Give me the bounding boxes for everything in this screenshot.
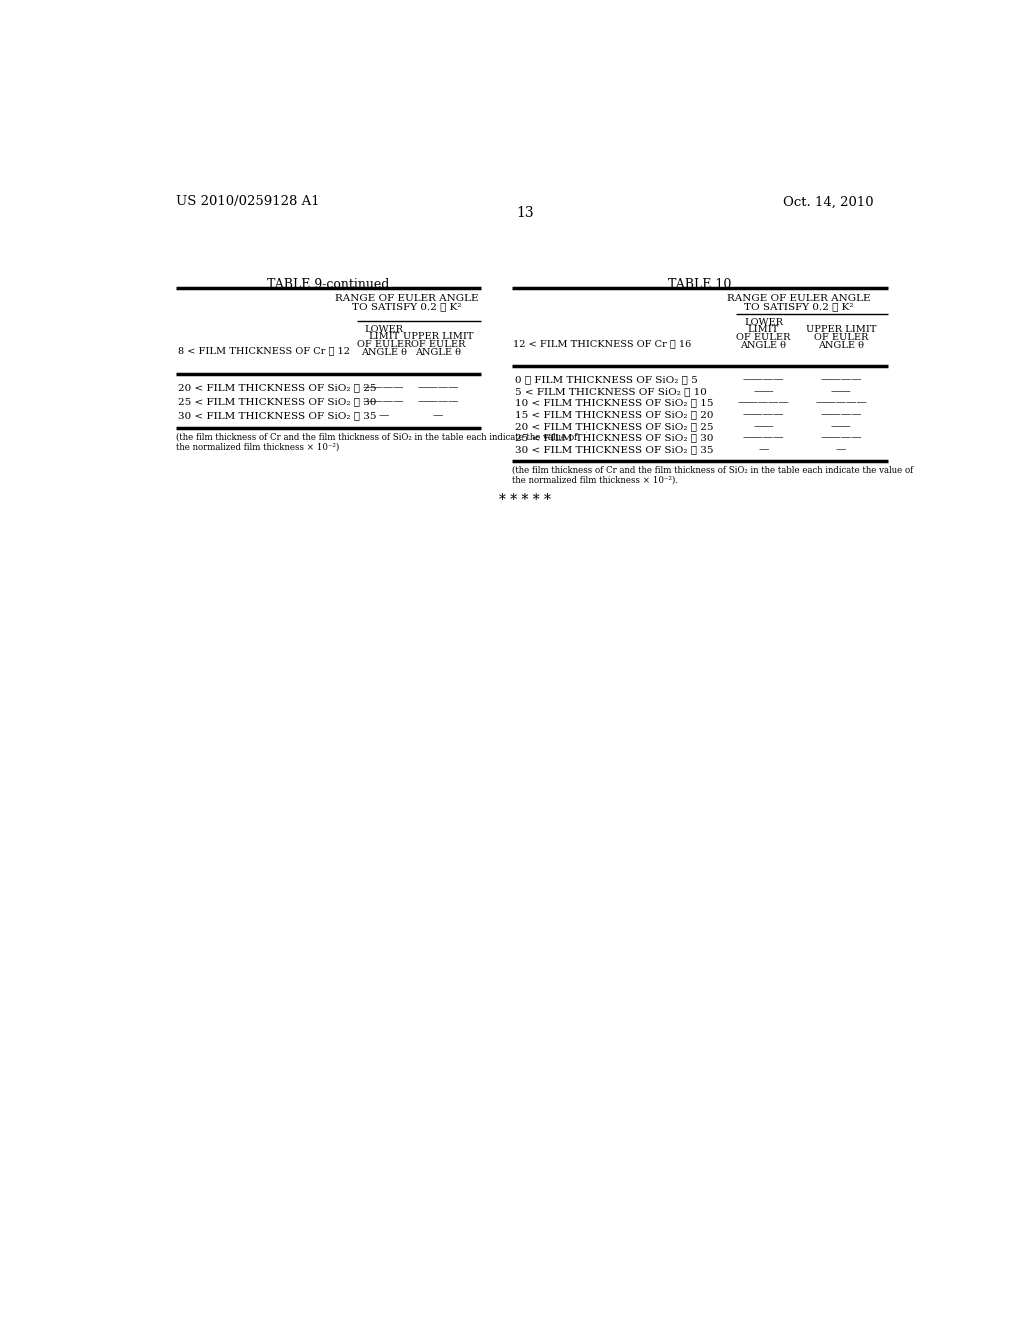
Text: ——: —— (830, 387, 851, 396)
Text: ANGLE θ: ANGLE θ (818, 341, 864, 350)
Text: 30 < FILM THICKNESS OF SiO₂ ≦ 35: 30 < FILM THICKNESS OF SiO₂ ≦ 35 (515, 445, 714, 454)
Text: ANGLE θ: ANGLE θ (360, 348, 407, 356)
Text: LOWER: LOWER (365, 325, 403, 334)
Text: OF EULER: OF EULER (736, 333, 791, 342)
Text: 8 < FILM THICKNESS OF Cr ≦ 12: 8 < FILM THICKNESS OF Cr ≦ 12 (177, 346, 349, 355)
Text: 30 < FILM THICKNESS OF SiO₂ ≦ 35: 30 < FILM THICKNESS OF SiO₂ ≦ 35 (177, 411, 376, 420)
Text: ————: ———— (742, 376, 784, 384)
Text: ————: ———— (362, 383, 404, 392)
Text: —: — (433, 411, 443, 420)
Text: 20 < FILM THICKNESS OF SiO₂ ≦ 25: 20 < FILM THICKNESS OF SiO₂ ≦ 25 (515, 422, 714, 430)
Text: ——: —— (753, 422, 774, 430)
Text: 25 < FILM THICKNESS OF SiO₂ ≦ 30: 25 < FILM THICKNESS OF SiO₂ ≦ 30 (177, 397, 376, 407)
Text: ————: ———— (742, 433, 784, 442)
Text: ————: ———— (820, 411, 862, 420)
Text: TO SATISFY 0.2 ≧ K²: TO SATISFY 0.2 ≧ K² (743, 302, 853, 312)
Text: LIMIT: LIMIT (748, 326, 779, 334)
Text: ————: ———— (820, 433, 862, 442)
Text: Oct. 14, 2010: Oct. 14, 2010 (783, 195, 873, 209)
Text: US 2010/0259128 A1: US 2010/0259128 A1 (176, 195, 319, 209)
Text: 0 ≦ FILM THICKNESS OF SiO₂ ≦ 5: 0 ≦ FILM THICKNESS OF SiO₂ ≦ 5 (515, 376, 697, 384)
Text: 12 < FILM THICKNESS OF Cr ≦ 16: 12 < FILM THICKNESS OF Cr ≦ 16 (513, 339, 691, 348)
Text: —: — (836, 445, 846, 454)
Text: RANGE OF EULER ANGLE: RANGE OF EULER ANGLE (335, 294, 479, 302)
Text: UPPER LIMIT: UPPER LIMIT (402, 333, 473, 342)
Text: 20 < FILM THICKNESS OF SiO₂ ≦ 25: 20 < FILM THICKNESS OF SiO₂ ≦ 25 (177, 383, 376, 392)
Text: —: — (759, 445, 769, 454)
Text: ————: ———— (417, 383, 459, 392)
Text: 13: 13 (516, 206, 534, 220)
Text: 5 < FILM THICKNESS OF SiO₂ ≦ 10: 5 < FILM THICKNESS OF SiO₂ ≦ 10 (515, 387, 707, 396)
Text: ——: —— (830, 422, 851, 430)
Text: LOWER: LOWER (744, 318, 783, 327)
Text: * * * * *: * * * * * (499, 494, 551, 507)
Text: —: — (379, 411, 389, 420)
Text: —————: ————— (815, 399, 867, 408)
Text: —————: ————— (737, 399, 790, 408)
Text: ————: ———— (417, 397, 459, 407)
Text: OF EULER: OF EULER (356, 341, 411, 348)
Text: (the film thickness of Cr and the film thickness of SiO₂ in the table each indic: (the film thickness of Cr and the film t… (176, 433, 578, 451)
Text: TABLE 10: TABLE 10 (668, 277, 731, 290)
Text: ————: ———— (820, 376, 862, 384)
Text: LIMIT: LIMIT (368, 333, 399, 342)
Text: ————: ———— (742, 411, 784, 420)
Text: (the film thickness of Cr and the film thickness of SiO₂ in the table each indic: (the film thickness of Cr and the film t… (512, 466, 912, 484)
Text: 25 < FILM THICKNESS OF SiO₂ ≦ 30: 25 < FILM THICKNESS OF SiO₂ ≦ 30 (515, 433, 714, 442)
Text: ANGLE θ: ANGLE θ (415, 348, 461, 356)
Text: OF EULER: OF EULER (411, 341, 465, 348)
Text: UPPER LIMIT: UPPER LIMIT (806, 326, 877, 334)
Text: 10 < FILM THICKNESS OF SiO₂ ≦ 15: 10 < FILM THICKNESS OF SiO₂ ≦ 15 (515, 399, 714, 408)
Text: ————: ———— (362, 397, 404, 407)
Text: ——: —— (753, 387, 774, 396)
Text: OF EULER: OF EULER (814, 333, 868, 342)
Text: 15 < FILM THICKNESS OF SiO₂ ≦ 20: 15 < FILM THICKNESS OF SiO₂ ≦ 20 (515, 411, 714, 420)
Text: TABLE 9-continued: TABLE 9-continued (267, 277, 389, 290)
Text: TO SATISFY 0.2 ≧ K²: TO SATISFY 0.2 ≧ K² (352, 302, 462, 312)
Text: ANGLE θ: ANGLE θ (740, 341, 786, 350)
Text: RANGE OF EULER ANGLE: RANGE OF EULER ANGLE (727, 294, 870, 302)
